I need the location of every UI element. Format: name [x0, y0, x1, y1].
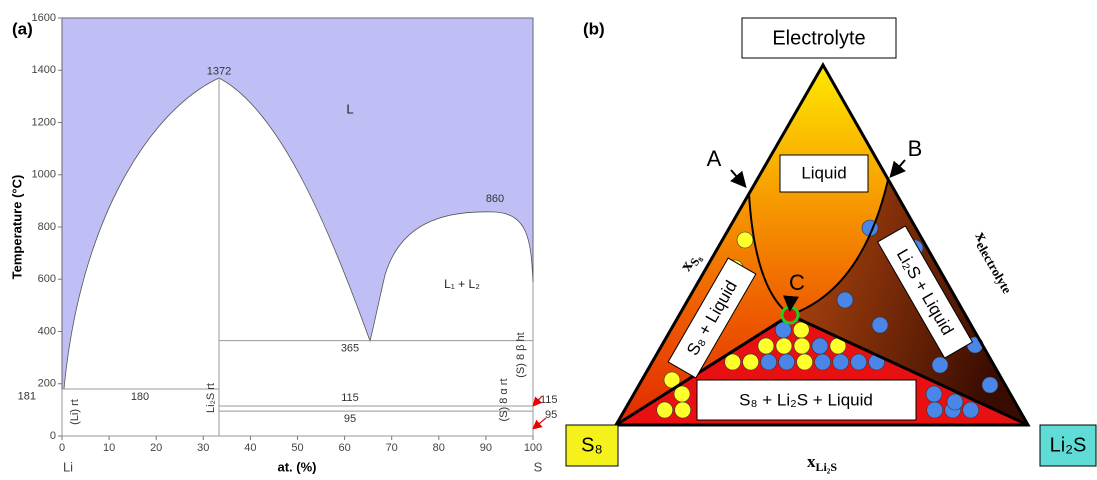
- li2s-particle: [963, 402, 979, 418]
- x-tick-label: 20: [150, 442, 162, 454]
- sulfur-particle: [657, 402, 673, 418]
- sulfur-particle: [776, 338, 792, 354]
- li2s-particle: [932, 357, 948, 373]
- axis-label-sub: Li₂S: [815, 460, 837, 474]
- y-tick-label: 200: [38, 378, 56, 390]
- arrow: [534, 418, 546, 428]
- arrow: [731, 170, 744, 185]
- x-tick-label: 0: [59, 442, 65, 454]
- phase-label: Li₂S rt: [205, 383, 217, 413]
- x-tick-label: 70: [386, 442, 398, 454]
- sulfur-particle: [737, 232, 753, 248]
- y-tick-label: 1200: [32, 116, 56, 128]
- y-axis-title: Temperature (°C): [9, 175, 24, 280]
- figure: (a) 010203040506070809010002004006008001…: [0, 0, 1097, 480]
- li2s-particle: [872, 317, 888, 333]
- li2s-particle: [982, 377, 998, 393]
- x-tick-label: 30: [197, 442, 209, 454]
- panel-label: (a): [12, 19, 33, 38]
- region-label: S₈ + Li₂S + Liquid: [739, 390, 873, 409]
- phase-label: (Li) rt: [69, 399, 81, 425]
- y-tick-label: 0: [50, 430, 56, 442]
- element-label: S: [534, 459, 543, 474]
- point-c-marker: [782, 307, 798, 323]
- axis-label-sub: electrolyte: [973, 239, 1015, 296]
- y-tick-label: 1000: [32, 169, 56, 181]
- sulfur-particle: [758, 338, 774, 354]
- y-tick-label: 800: [38, 221, 56, 233]
- element-label: Li: [63, 459, 73, 474]
- arrow: [892, 160, 905, 175]
- y-tick-label: 1600: [32, 12, 56, 24]
- li2s-particle: [837, 292, 853, 308]
- arrow: [790, 296, 791, 308]
- panel-label: (b): [583, 19, 605, 38]
- sulfur-particle: [675, 402, 691, 418]
- temperature-label: 95: [344, 413, 356, 425]
- phase-label: L₁ + L₂: [444, 277, 480, 291]
- li2s-particle: [812, 338, 828, 354]
- sulfur-particle: [797, 354, 813, 370]
- temperature-label: 115: [341, 392, 359, 404]
- temperature-label: 860: [486, 193, 504, 205]
- li2s-particle: [947, 394, 963, 410]
- temperature-label: 181: [18, 391, 36, 403]
- region-label: Liquid: [801, 163, 846, 182]
- x-tick-label: 40: [244, 442, 256, 454]
- li2s-particle: [926, 386, 942, 402]
- axis-label: xS₈: [676, 248, 705, 276]
- temperature-label: 95: [545, 409, 557, 421]
- y-tick-label: 600: [38, 273, 56, 285]
- temperature-label: 115: [540, 394, 558, 406]
- vertex-label: Electrolyte: [772, 27, 865, 49]
- temperature-label: 180: [131, 391, 149, 403]
- li2s-particle: [851, 354, 867, 370]
- x-tick-label: 60: [338, 442, 350, 454]
- vertex-label: Li₂S: [1050, 434, 1087, 456]
- point-label: A: [707, 146, 722, 171]
- x-tick-label: 100: [524, 442, 542, 454]
- sulfur-particle: [794, 338, 810, 354]
- li2s-particle: [927, 402, 943, 418]
- x-tick-label: 10: [103, 442, 115, 454]
- axis-label: xelectrolyte: [969, 228, 1021, 296]
- temperature-label: 1372: [207, 65, 231, 77]
- axis-label: xLi₂S: [807, 452, 837, 474]
- vertex-label: S₈: [581, 434, 603, 456]
- x-tick-label: 50: [291, 442, 303, 454]
- x-tick-label: 90: [480, 442, 492, 454]
- sulfur-particle: [743, 354, 759, 370]
- x-tick-label: 80: [433, 442, 445, 454]
- phase-label: L: [346, 101, 353, 116]
- x-axis-title: at. (%): [278, 459, 317, 474]
- phase-label: (S) 8 α rt: [498, 378, 510, 421]
- y-tick-label: 400: [38, 325, 56, 337]
- temperature-label: 365: [341, 343, 359, 355]
- li2s-particle: [833, 354, 849, 370]
- li2s-particle: [779, 354, 795, 370]
- li2s-particle: [761, 354, 777, 370]
- point-label: B: [908, 136, 923, 161]
- li2s-particle: [815, 354, 831, 370]
- point-label: C: [789, 270, 805, 295]
- y-tick-label: 1400: [32, 64, 56, 76]
- phase-label: (S) 8 β ht: [515, 332, 527, 377]
